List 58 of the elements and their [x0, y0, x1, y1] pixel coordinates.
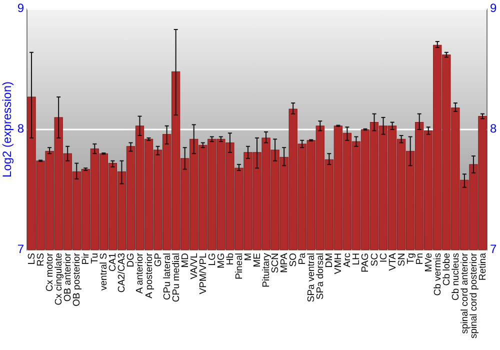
x-tick-label: DM — [324, 252, 336, 268]
x-tick-label: spinal cord posterior — [468, 253, 480, 339]
x-tick-label: Pituitary — [261, 252, 272, 288]
x-tick-label: Arc — [342, 252, 354, 268]
x-tick-label: ME — [252, 253, 263, 268]
y-axis-title: Log2 (expression) — [0, 81, 14, 178]
x-tick-label: Cb vermis — [432, 252, 444, 296]
x-tick-label: Pineal — [234, 253, 245, 280]
x-tick-label: RS — [36, 253, 47, 266]
x-tick-label: VA/VL — [188, 253, 200, 280]
x-tick-label: CPu medial — [170, 253, 182, 302]
x-tick-label: A posterior — [144, 253, 155, 298]
x-tick-label: SC — [369, 252, 380, 266]
x-tick-label: OB posterior — [72, 253, 83, 306]
x-tick-label: MPA — [279, 252, 290, 273]
x-tick-label: CPu lateral — [162, 253, 173, 300]
y2-tick-label: 8 — [490, 122, 497, 136]
x-tick-label: VMH — [333, 252, 344, 274]
x-tick-label: LG — [206, 253, 218, 266]
y-tick-label: 8 — [17, 122, 24, 136]
x-tick-label: GP — [152, 253, 164, 267]
x-tick-label: A anterior — [134, 253, 146, 294]
y2-tick-label: 9 — [490, 1, 497, 16]
x-tick-label: M — [242, 252, 254, 261]
x-tick-label: Tu — [90, 253, 101, 264]
x-tick-label: Cx motor — [44, 253, 56, 292]
x-tick-label: DG — [126, 253, 137, 268]
x-tick-label: Tg — [405, 253, 416, 264]
x-tick-label: MD — [180, 252, 191, 268]
x-tick-label: Pa — [297, 252, 308, 265]
x-tick-label: Cb nucleus — [450, 252, 462, 301]
x-tick-label: PAG — [360, 253, 372, 272]
x-tick-label: CA2/CA3 — [116, 253, 128, 293]
x-tick-label: IC — [378, 252, 390, 262]
x-tick-label: SO — [288, 253, 300, 267]
x-tick-label: OB anterior — [62, 253, 74, 302]
y-tick-label: 9 — [17, 1, 24, 16]
x-tick-label: spinal cord anterior — [459, 253, 470, 334]
x-tick-label: LS — [26, 253, 38, 265]
x-tick-label: Pn — [414, 253, 426, 265]
x-tick-label: MVe — [423, 253, 434, 272]
x-tick-label: Retina — [477, 252, 488, 280]
x-tick-label: LH — [351, 252, 362, 266]
y2-tick-label: 7 — [490, 242, 497, 256]
x-tick-label: SCN — [270, 252, 282, 274]
x-tick-label: MG — [216, 253, 227, 268]
x-tick-label: ventral S — [98, 253, 110, 290]
x-tick-label: SPa ventral — [306, 253, 318, 302]
x-tick-label: Cx cingulate — [54, 253, 65, 306]
x-tick-label: VTA — [387, 252, 398, 271]
x-tick-label: VPM/VPL — [198, 253, 209, 294]
x-tick-label: SN — [396, 252, 408, 266]
y-tick-label: 7 — [17, 242, 24, 256]
x-tick-label: Hb — [224, 253, 236, 266]
x-tick-label: SPa dorsal — [315, 253, 326, 300]
x-tick-label: CA1 — [108, 253, 119, 272]
x-tick-label: Pir — [80, 253, 92, 265]
x-tick-label: Cb lobe — [441, 253, 452, 286]
